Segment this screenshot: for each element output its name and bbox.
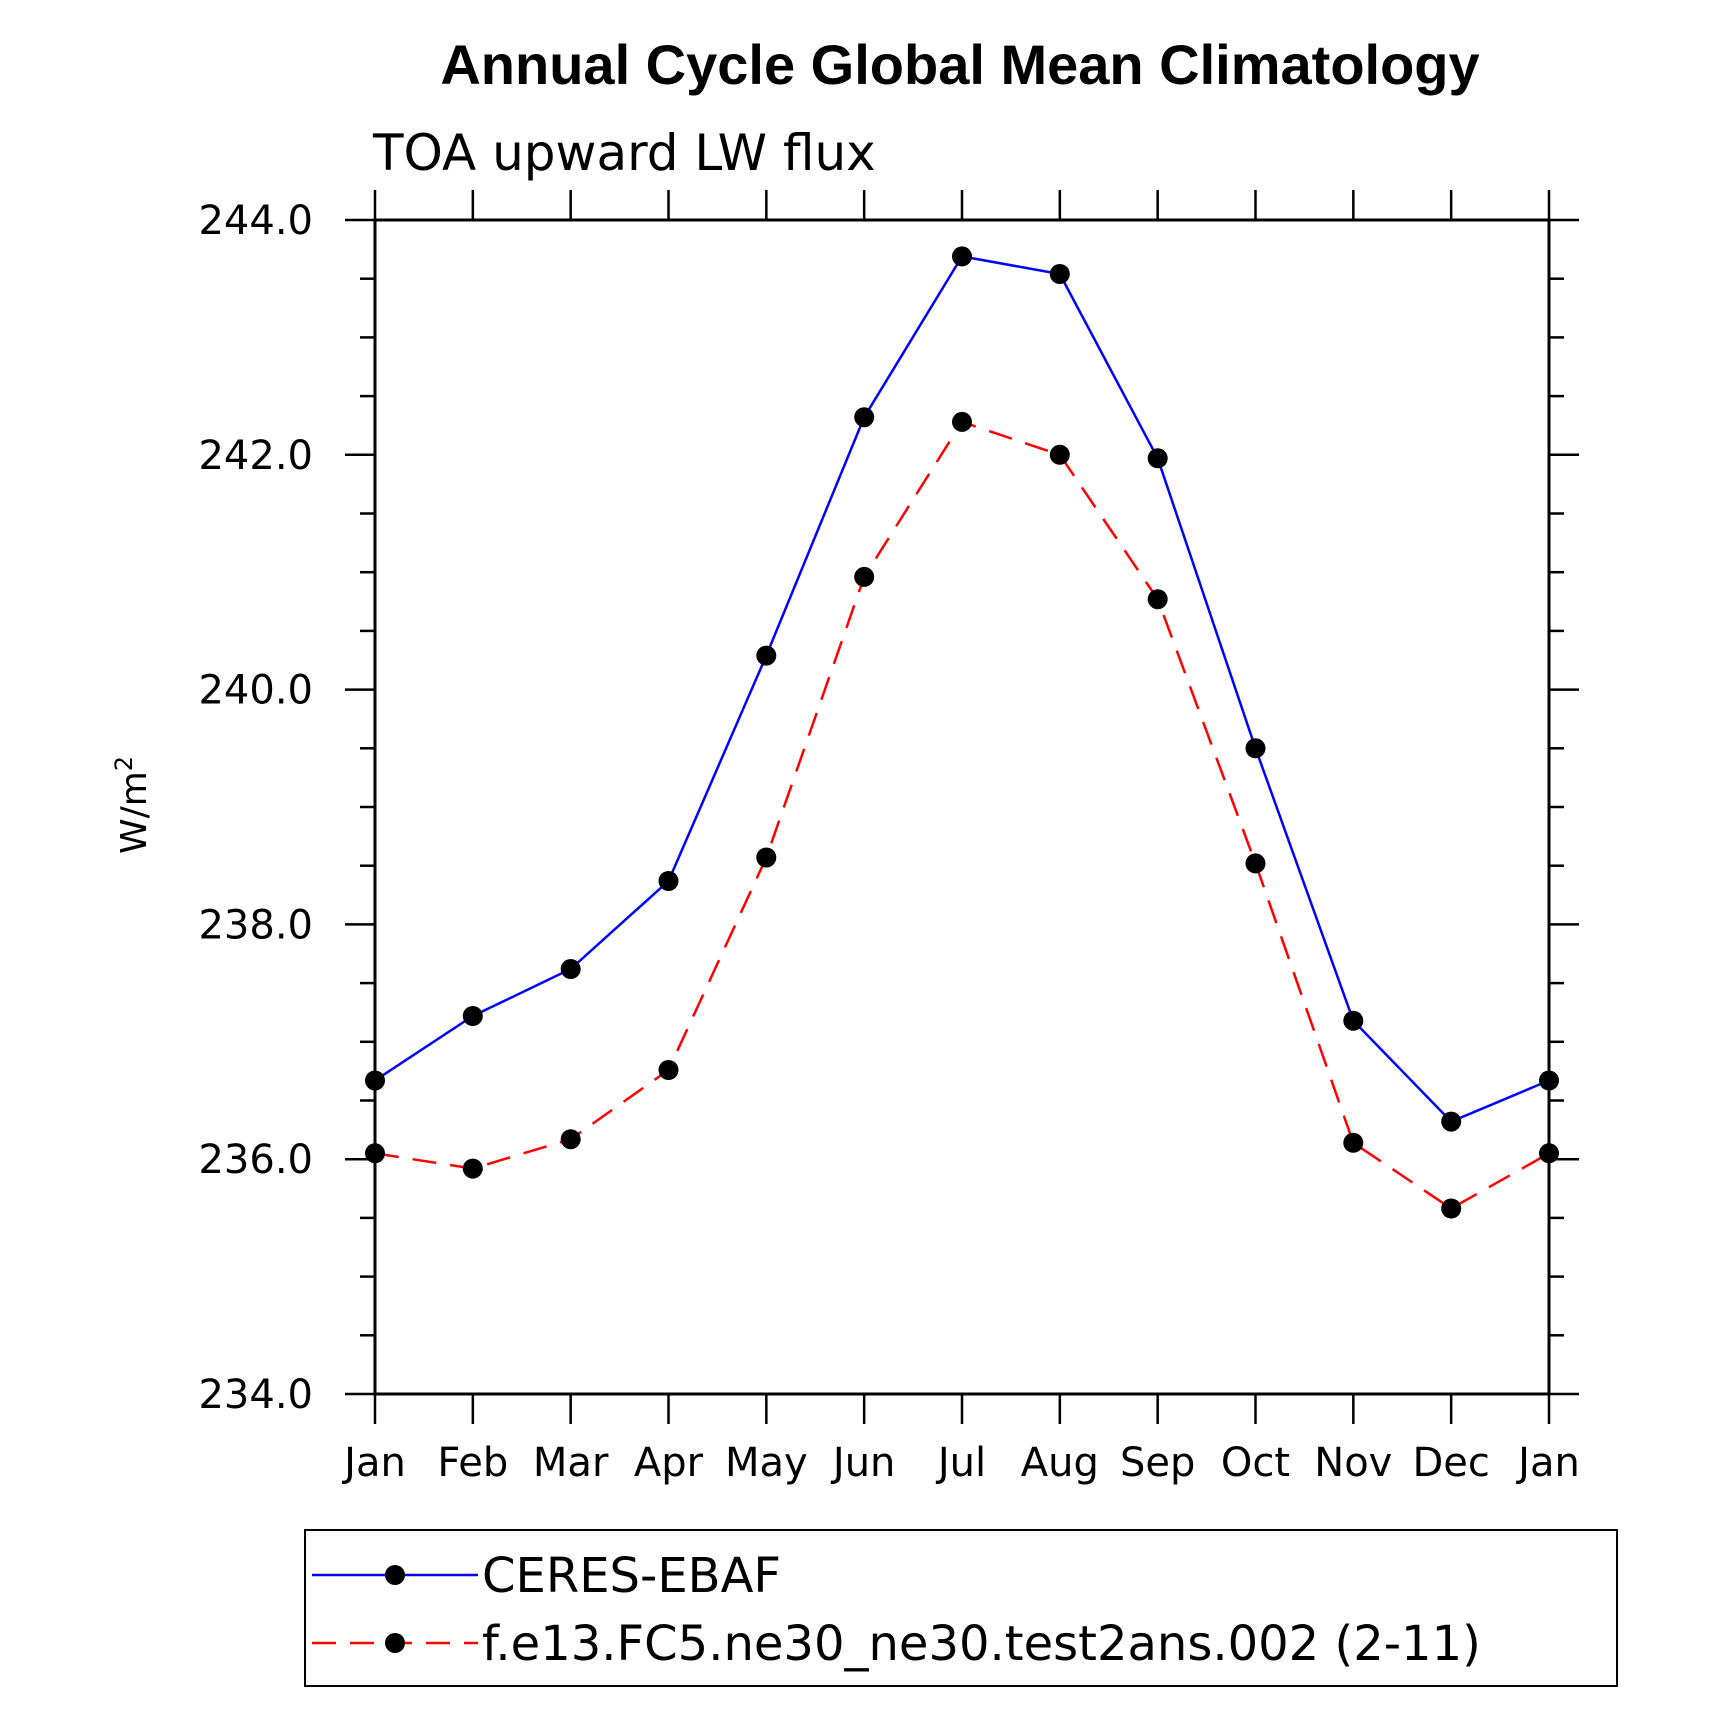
x-tick-label: Jan — [341, 1440, 406, 1486]
x-tick-label: Nov — [1314, 1440, 1392, 1486]
y-tick-label: 236.0 — [198, 1137, 313, 1183]
legend-label-ceres: CERES-EBAF — [482, 1548, 781, 1604]
x-tick-label: May — [725, 1440, 808, 1486]
legend: CERES-EBAF f.e13.FC5.ne30_ne30.test2ans.… — [304, 1529, 1618, 1687]
series-0-point — [560, 959, 581, 979]
series-0-point — [1147, 448, 1168, 469]
x-tick-label: Oct — [1221, 1440, 1290, 1486]
chart-title: Annual Cycle Global Mean Climatology — [440, 33, 1479, 96]
x-tick-label: Apr — [634, 1440, 704, 1486]
plot-frame — [373, 218, 1551, 1396]
series-1-point — [854, 566, 875, 587]
series-0-point — [658, 871, 679, 891]
series-1-point — [756, 847, 777, 868]
plot-border — [373, 218, 1551, 1396]
y-tick-label: 242.0 — [198, 433, 313, 479]
series-0-point — [462, 1006, 483, 1026]
series-1-point — [1245, 853, 1266, 874]
series-1-point — [658, 1060, 679, 1080]
series-1-point — [1147, 589, 1168, 610]
x-tick-label: Jul — [935, 1440, 986, 1486]
y-axis-label-superscript: 2 — [110, 756, 138, 771]
series-1-point — [1539, 1143, 1559, 1164]
series-1-point — [365, 1143, 385, 1164]
legend-marker-model — [385, 1633, 405, 1653]
series-line-0 — [374, 255, 1550, 1124]
series-0-point — [1245, 738, 1266, 759]
x-tick-label: Dec — [1412, 1440, 1489, 1486]
y-tick-label: 238.0 — [198, 902, 313, 948]
x-tick-label: Aug — [1021, 1440, 1099, 1486]
series-0-point — [952, 246, 972, 267]
chart-subtitle: TOA upward LW flux — [372, 124, 876, 182]
series-line-1 — [374, 420, 1550, 1210]
series-0-point — [1539, 1070, 1559, 1091]
series-1-point — [1441, 1198, 1462, 1219]
series-1-point — [560, 1129, 581, 1150]
series-0-point — [365, 1070, 385, 1091]
series-0-point — [1343, 1010, 1364, 1031]
legend-box — [304, 1529, 1618, 1687]
y-tick-label: 240.0 — [198, 668, 313, 714]
series-0-point — [756, 645, 777, 666]
x-tick-label: Mar — [533, 1440, 609, 1486]
y-axis-label-text: W/m — [114, 771, 155, 854]
legend-label-model: f.e13.FC5.ne30_ne30.test2ans.002 (2-11) — [482, 1616, 1481, 1672]
y-axis-ticks: 234.0 236.0 238.0 240.0 242.0 244.0 — [198, 198, 1579, 1418]
y-axis-label: W/m2 — [110, 756, 155, 854]
x-tick-label: Sep — [1120, 1440, 1195, 1486]
series-0-point — [1049, 264, 1070, 284]
y-tick-label: 234.0 — [198, 1372, 313, 1418]
series-1-point — [1049, 444, 1070, 465]
series-layer — [365, 246, 1559, 1219]
x-tick-label: Feb — [437, 1440, 508, 1486]
x-tick-label: Jan — [1515, 1440, 1580, 1486]
series-1-point — [462, 1158, 483, 1179]
x-axis-ticks: Jan Feb Mar Apr May Jun Jul Aug Sep Oct Nov Dec Jan — [341, 190, 1580, 1486]
series-1-point — [952, 411, 972, 432]
series-0-point — [1441, 1111, 1462, 1132]
series-1-point — [1343, 1132, 1364, 1153]
series-0-point — [854, 407, 875, 428]
x-tick-label: Jun — [830, 1440, 896, 1486]
y-tick-label: 244.0 — [198, 198, 313, 244]
legend-marker-ceres — [385, 1565, 405, 1585]
